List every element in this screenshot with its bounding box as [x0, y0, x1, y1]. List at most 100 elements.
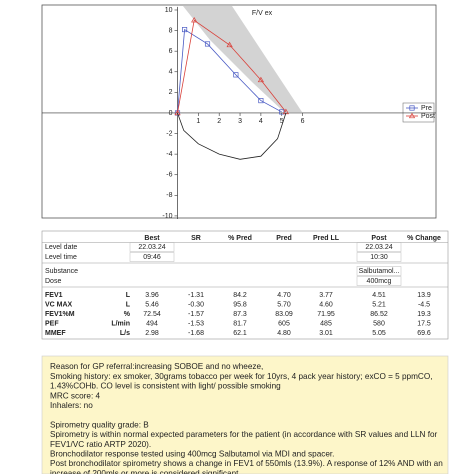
note-line: Spirometry is within normal expected par… — [50, 430, 438, 439]
table-cell: 83.09 — [275, 311, 293, 318]
legend-label: Pre — [421, 105, 432, 112]
note-line: Reason for GP referral:increasing SOBOE … — [50, 362, 263, 371]
point — [204, 41, 211, 47]
note-line: Inhalers: no — [50, 401, 93, 410]
y-tick-label: 6 — [169, 48, 173, 55]
row-label: Level time — [45, 254, 77, 261]
x-tick-label: 3 — [238, 118, 242, 125]
row-label: VC MAX — [45, 301, 73, 308]
note-line: increase of 200mls or more is considered… — [50, 469, 241, 474]
cell-box — [356, 266, 402, 276]
row-label: Substance — [45, 268, 78, 275]
row-unit: L/min — [111, 320, 130, 327]
y-tick-label: 2 — [169, 89, 173, 96]
table-cell: 84.2 — [233, 292, 247, 299]
row-unit: % — [124, 311, 131, 318]
row-label: Dose — [45, 278, 61, 285]
table-cell: 3.01 — [319, 330, 333, 337]
point — [408, 112, 416, 119]
series-line — [177, 19, 287, 114]
table-header: % Change — [407, 235, 441, 242]
table-cell: 62.1 — [233, 330, 247, 337]
note-line: Bronchodilator response tested using 400… — [50, 449, 334, 458]
x-tick-label: 6 — [301, 118, 305, 125]
cell-box — [356, 242, 402, 252]
row-label: Level date — [45, 244, 77, 251]
table-cell: 494 — [146, 320, 158, 327]
row-unit: L — [126, 301, 131, 308]
table-cell: 4.51 — [372, 292, 386, 299]
table-cell: 81.7 — [233, 320, 247, 327]
table-header: Post — [371, 235, 387, 242]
cell-box — [356, 252, 402, 262]
notes-box — [41, 355, 449, 474]
table-cell: 19.3 — [417, 311, 431, 318]
table-cell: 4.60 — [319, 301, 333, 308]
row-label: PEF — [45, 320, 59, 327]
note-line: Post bronchodilator spirometry shows a c… — [50, 459, 443, 468]
table-cell: Salbutamol... — [359, 268, 400, 275]
table-frame — [41, 230, 449, 340]
cell-box — [356, 276, 402, 286]
table-cell: 3.77 — [319, 292, 333, 299]
y-tick-label: -10 — [162, 213, 172, 220]
table-cell: 72.54 — [143, 311, 161, 318]
table-cell: 13.9 — [417, 292, 431, 299]
table-cell: 17.5 — [417, 320, 431, 327]
table-cell: 87.3 — [233, 311, 247, 318]
y-tick-label: -6 — [166, 172, 172, 179]
table-cell: 485 — [320, 320, 332, 327]
table-cell: 10:30 — [370, 254, 388, 261]
table-cell: 3.96 — [145, 292, 159, 299]
table-cell: 5.70 — [277, 301, 291, 308]
table-cell: 5.05 — [372, 330, 386, 337]
table-cell: -4.5 — [418, 301, 430, 308]
point — [257, 76, 264, 83]
table-cell: 22.03.24 — [138, 244, 165, 251]
table-cell: -1.53 — [188, 320, 204, 327]
point — [182, 27, 188, 33]
chart-title: F/V ex — [252, 10, 273, 17]
x-tick-label: 4 — [259, 118, 263, 125]
table-cell: -1.68 — [188, 330, 204, 337]
table-cell: 5.46 — [145, 301, 159, 308]
x-tick-label: 5 — [280, 118, 284, 125]
point — [409, 105, 415, 111]
table-cell: 09:46 — [143, 254, 161, 261]
y-tick-label: 4 — [169, 69, 173, 76]
y-tick-label: 10 — [165, 7, 173, 14]
note-line: Spirometry quality grade: B — [50, 420, 149, 429]
legend-label: Post — [421, 113, 435, 120]
table-cell: 71.95 — [317, 311, 335, 318]
table-cell: 400mcg — [367, 278, 392, 285]
table-cell: 605 — [278, 320, 290, 327]
point — [191, 16, 198, 23]
table-header: SR — [191, 235, 201, 242]
cell-box — [129, 242, 175, 252]
y-tick-label: 0 — [169, 110, 173, 117]
table-cell: -0.30 — [188, 301, 204, 308]
row-label: FEV1%M — [45, 311, 75, 318]
row-label: MMEF — [45, 330, 66, 337]
point — [258, 98, 264, 104]
series-line — [177, 28, 282, 113]
table-cell: 2.98 — [145, 330, 159, 337]
point — [233, 72, 239, 78]
table-cell: 95.8 — [233, 301, 247, 308]
table-header: Best — [144, 235, 160, 242]
row-unit: L/s — [120, 330, 130, 337]
row-label: FEV1 — [45, 292, 63, 299]
table-cell: -1.31 — [188, 292, 204, 299]
note-line: FEV1/VC ratio ARTP 2020). — [50, 440, 151, 449]
y-tick-label: -8 — [166, 192, 172, 199]
table-header: % Pred — [228, 235, 252, 242]
table-cell: 5.21 — [372, 301, 386, 308]
row-unit: L — [126, 292, 131, 299]
y-tick-label: -2 — [166, 130, 172, 137]
y-tick-label: -4 — [166, 151, 172, 158]
note-line: Smoking history: ex smoker, 30grams toba… — [50, 372, 432, 381]
table-cell: 4.80 — [277, 330, 291, 337]
note-line: MRC score: 4 — [50, 391, 100, 400]
point — [226, 41, 233, 48]
